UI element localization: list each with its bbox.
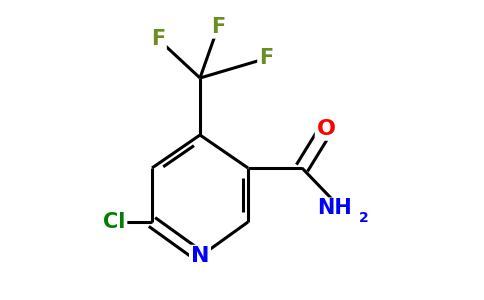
Text: F: F [211, 17, 225, 37]
Text: F: F [259, 49, 273, 68]
Text: NH: NH [318, 199, 352, 218]
Text: N: N [191, 247, 209, 266]
Text: O: O [317, 119, 335, 139]
Text: Cl: Cl [103, 212, 126, 232]
Text: 2: 2 [359, 211, 368, 224]
Text: F: F [151, 29, 165, 49]
